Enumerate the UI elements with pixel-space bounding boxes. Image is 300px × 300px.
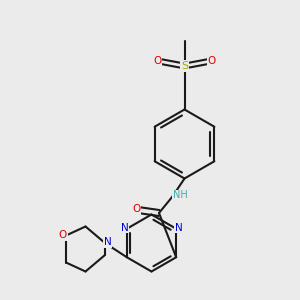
Text: O: O — [132, 204, 141, 214]
Text: O: O — [59, 230, 67, 241]
Text: O: O — [153, 56, 162, 67]
Text: N: N — [103, 237, 111, 248]
Text: S: S — [181, 61, 188, 71]
Text: O: O — [207, 56, 216, 67]
Text: NH: NH — [172, 190, 188, 200]
Text: N: N — [175, 223, 182, 233]
Text: N: N — [121, 223, 128, 233]
